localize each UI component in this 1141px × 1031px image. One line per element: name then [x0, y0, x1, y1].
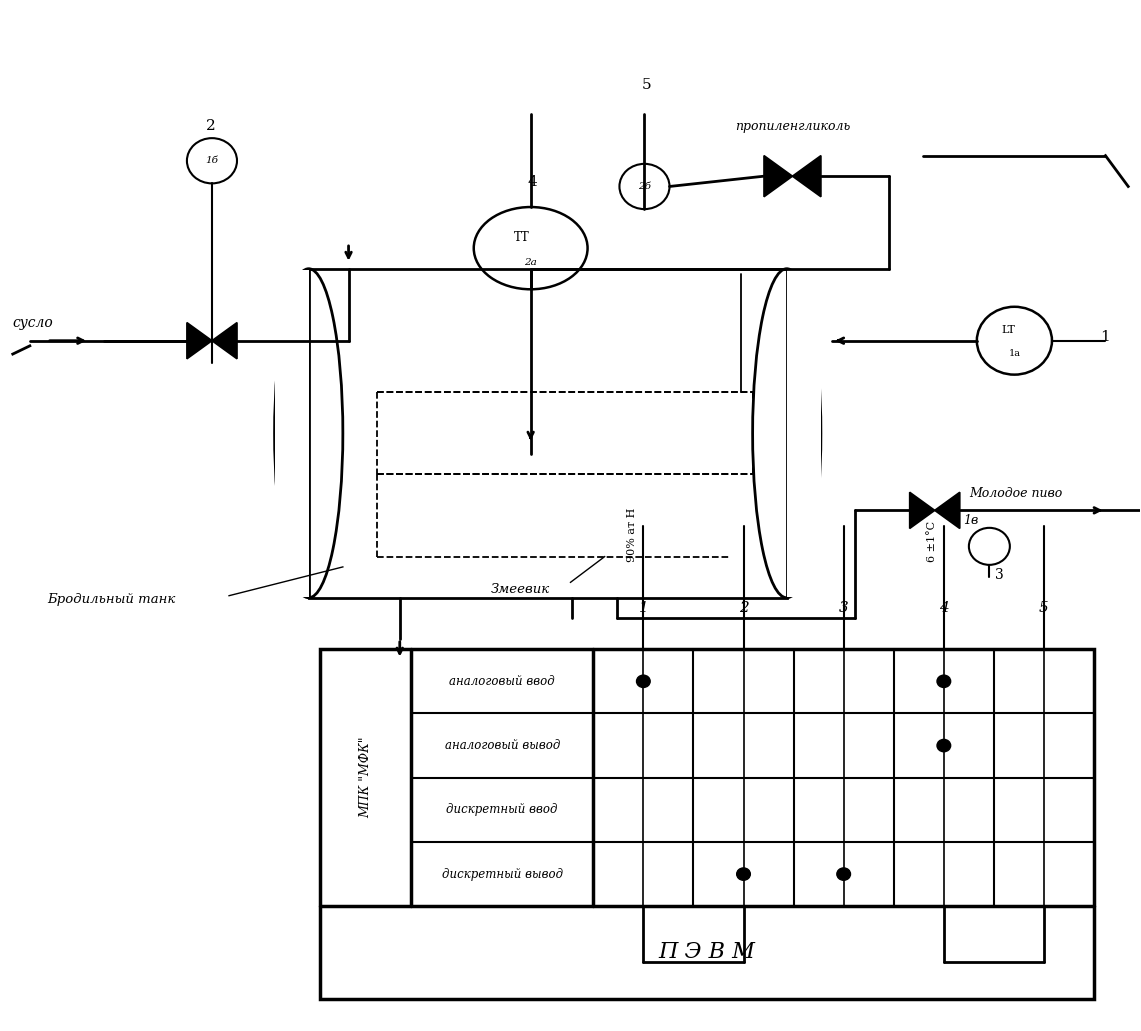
- Circle shape: [937, 675, 950, 688]
- Text: аналоговый вывод: аналоговый вывод: [445, 739, 560, 752]
- Polygon shape: [909, 492, 934, 529]
- Text: 2: 2: [738, 601, 748, 616]
- Text: 1б: 1б: [205, 157, 218, 165]
- Text: 90% ат Н: 90% ат Н: [626, 507, 637, 562]
- Text: дискретный ввод: дискретный ввод: [446, 803, 558, 817]
- Polygon shape: [793, 156, 820, 197]
- Polygon shape: [764, 156, 793, 197]
- Circle shape: [937, 739, 950, 752]
- Text: 1: 1: [1100, 330, 1109, 343]
- Text: сусло: сусло: [13, 317, 54, 330]
- Text: 5: 5: [1039, 601, 1049, 616]
- Circle shape: [737, 868, 751, 880]
- Text: ТТ: ТТ: [513, 231, 529, 244]
- Text: 4: 4: [527, 175, 537, 190]
- Text: пропиленгликоль: пропиленгликоль: [736, 120, 851, 133]
- Bar: [787, 270, 820, 597]
- Text: 3: 3: [839, 601, 849, 616]
- Text: 5: 5: [642, 77, 652, 92]
- Bar: [321, 650, 1094, 999]
- Bar: [275, 270, 309, 597]
- Text: аналоговый ввод: аналоговый ввод: [450, 675, 555, 688]
- Polygon shape: [187, 323, 212, 359]
- Text: дискретный вывод: дискретный вывод: [442, 868, 563, 880]
- Text: 2: 2: [207, 119, 216, 133]
- Text: Змеевик: Змеевик: [491, 583, 550, 596]
- Text: LT: LT: [1002, 326, 1015, 335]
- Text: П Э В М: П Э В М: [658, 941, 755, 964]
- Text: МПК "МФК": МПК "МФК": [359, 737, 372, 819]
- Text: Молодое пиво: Молодое пиво: [969, 487, 1062, 500]
- Text: 6 ±1°С: 6 ±1°С: [928, 521, 938, 562]
- Text: 1: 1: [639, 601, 648, 616]
- Circle shape: [836, 868, 850, 880]
- Circle shape: [637, 675, 650, 688]
- Text: 3: 3: [995, 568, 1004, 583]
- Text: 2а: 2а: [524, 258, 537, 267]
- Text: 2б: 2б: [638, 181, 652, 191]
- Text: Бродильный танк: Бродильный танк: [47, 593, 176, 606]
- Text: 1в: 1в: [963, 513, 979, 527]
- Polygon shape: [212, 323, 237, 359]
- Polygon shape: [934, 492, 960, 529]
- Text: 4: 4: [939, 601, 948, 616]
- Text: 1а: 1а: [1009, 348, 1020, 358]
- Bar: [309, 269, 787, 598]
